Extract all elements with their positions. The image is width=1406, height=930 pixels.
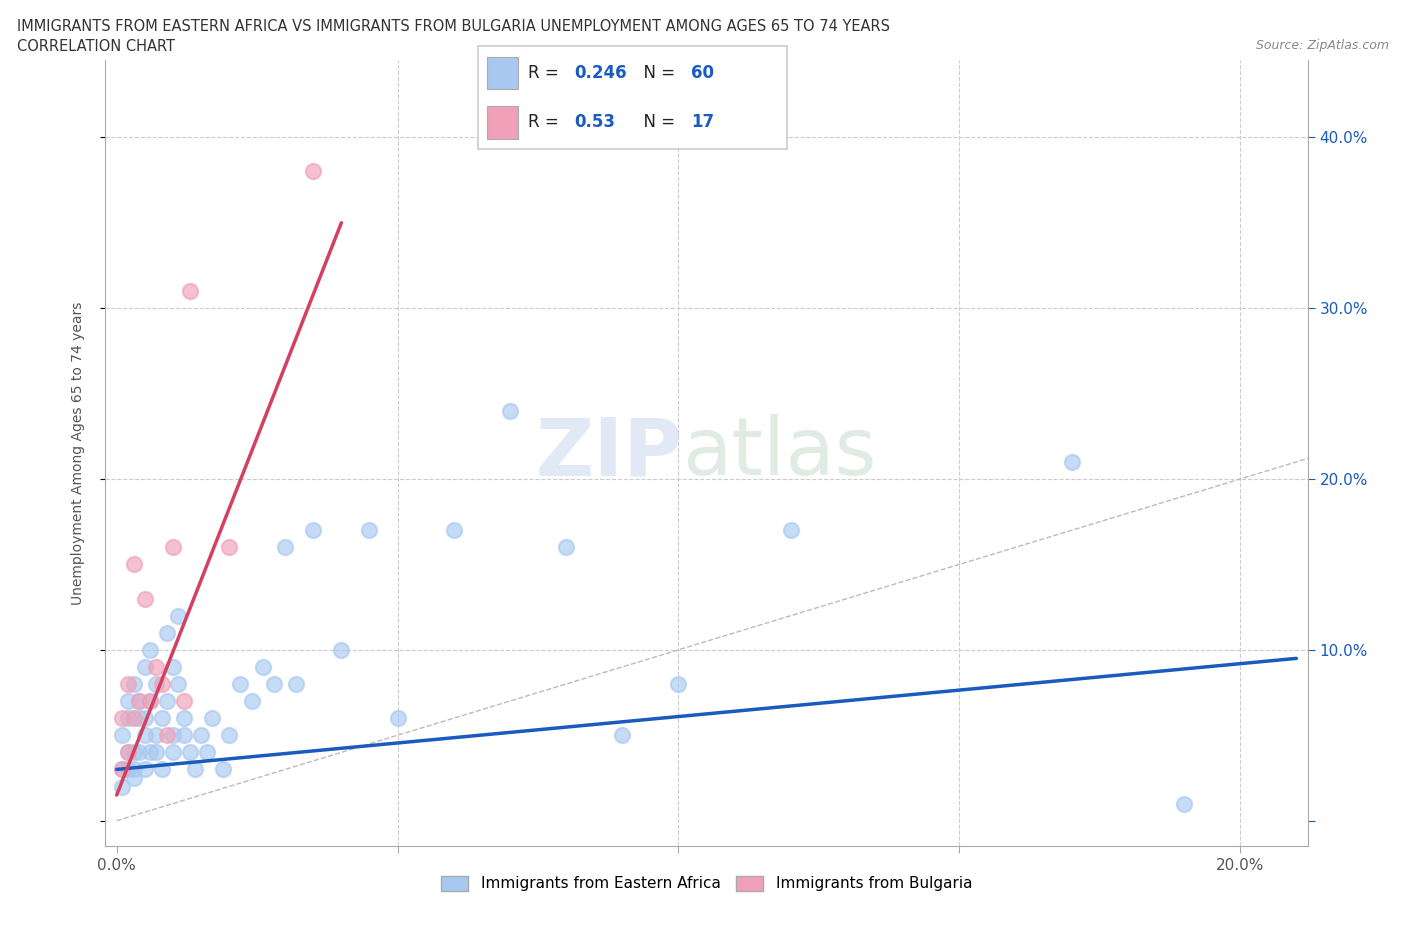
Point (122, 557, 145, 572)
Point (668, 676, 690, 691)
Text: atlas: atlas (682, 415, 877, 492)
Point (179, 745, 201, 760)
Point (173, 694, 195, 709)
Text: R =: R = (527, 64, 564, 82)
Point (1060, 455, 1083, 470)
Point (555, 540, 578, 555)
Point (150, 711, 173, 725)
Point (122, 711, 145, 725)
Point (387, 711, 409, 725)
Point (240, 694, 263, 709)
Point (117, 745, 139, 760)
Point (252, 659, 274, 674)
Point (111, 762, 134, 777)
Point (263, 676, 285, 691)
Point (499, 404, 522, 418)
Point (145, 745, 167, 760)
Point (111, 762, 134, 777)
Text: 17: 17 (692, 113, 714, 131)
Point (285, 676, 308, 691)
Point (167, 608, 190, 623)
Point (162, 728, 184, 743)
Text: ZIP: ZIP (536, 415, 682, 492)
Text: 0.53: 0.53 (574, 113, 614, 131)
Point (1173, 796, 1195, 811)
Text: R =: R = (527, 113, 564, 131)
Point (139, 694, 162, 709)
Point (122, 745, 145, 760)
Point (162, 540, 184, 555)
Text: CORRELATION CHART: CORRELATION CHART (17, 39, 174, 54)
Text: 60: 60 (692, 64, 714, 82)
Point (195, 745, 218, 760)
Point (134, 711, 156, 725)
Point (201, 711, 224, 725)
Point (134, 728, 156, 743)
Y-axis label: Unemployment Among Ages 65 to 74 years: Unemployment Among Ages 65 to 74 years (70, 301, 84, 605)
Point (117, 762, 139, 777)
Point (122, 771, 145, 786)
Legend: Immigrants from Eastern Africa, Immigrants from Bulgaria: Immigrants from Eastern Africa, Immigran… (434, 870, 979, 897)
Point (139, 745, 162, 760)
Point (218, 728, 240, 743)
Point (156, 694, 179, 709)
Point (117, 745, 139, 760)
Text: IMMIGRANTS FROM EASTERN AFRICA VS IMMIGRANTS FROM BULGARIA UNEMPLOYMENT AMONG AG: IMMIGRANTS FROM EASTERN AFRICA VS IMMIGR… (17, 19, 890, 33)
Point (134, 659, 156, 674)
Point (302, 164, 325, 179)
Point (612, 728, 634, 743)
Point (139, 643, 162, 658)
Point (184, 762, 207, 777)
Point (167, 676, 190, 691)
Point (128, 694, 150, 709)
Point (173, 711, 195, 725)
Point (145, 659, 167, 674)
Point (173, 728, 195, 743)
Text: N =: N = (633, 64, 681, 82)
Point (134, 762, 156, 777)
Point (117, 711, 139, 725)
FancyBboxPatch shape (488, 106, 519, 139)
Point (117, 676, 139, 691)
FancyBboxPatch shape (478, 46, 787, 149)
Point (145, 728, 167, 743)
Point (443, 523, 465, 538)
Point (111, 779, 134, 794)
Point (128, 745, 150, 760)
Point (229, 676, 252, 691)
Point (156, 625, 179, 640)
Point (122, 762, 145, 777)
Point (139, 694, 162, 709)
Point (302, 523, 325, 538)
Point (179, 284, 201, 299)
Point (111, 711, 134, 725)
Point (359, 523, 381, 538)
Point (162, 659, 184, 674)
Point (150, 762, 173, 777)
Point (150, 676, 173, 691)
FancyBboxPatch shape (488, 57, 519, 89)
Point (190, 728, 212, 743)
Point (128, 694, 150, 709)
Point (779, 523, 801, 538)
Point (212, 762, 235, 777)
Point (156, 728, 179, 743)
Point (111, 728, 134, 743)
Point (145, 676, 167, 691)
Point (134, 591, 156, 606)
Point (162, 745, 184, 760)
Point (128, 711, 150, 725)
Text: N =: N = (633, 113, 681, 131)
Point (218, 540, 240, 555)
Text: Source: ZipAtlas.com: Source: ZipAtlas.com (1256, 39, 1389, 52)
Point (274, 540, 297, 555)
Text: 0.246: 0.246 (574, 64, 627, 82)
Point (330, 643, 353, 658)
Point (117, 694, 139, 709)
Point (122, 676, 145, 691)
